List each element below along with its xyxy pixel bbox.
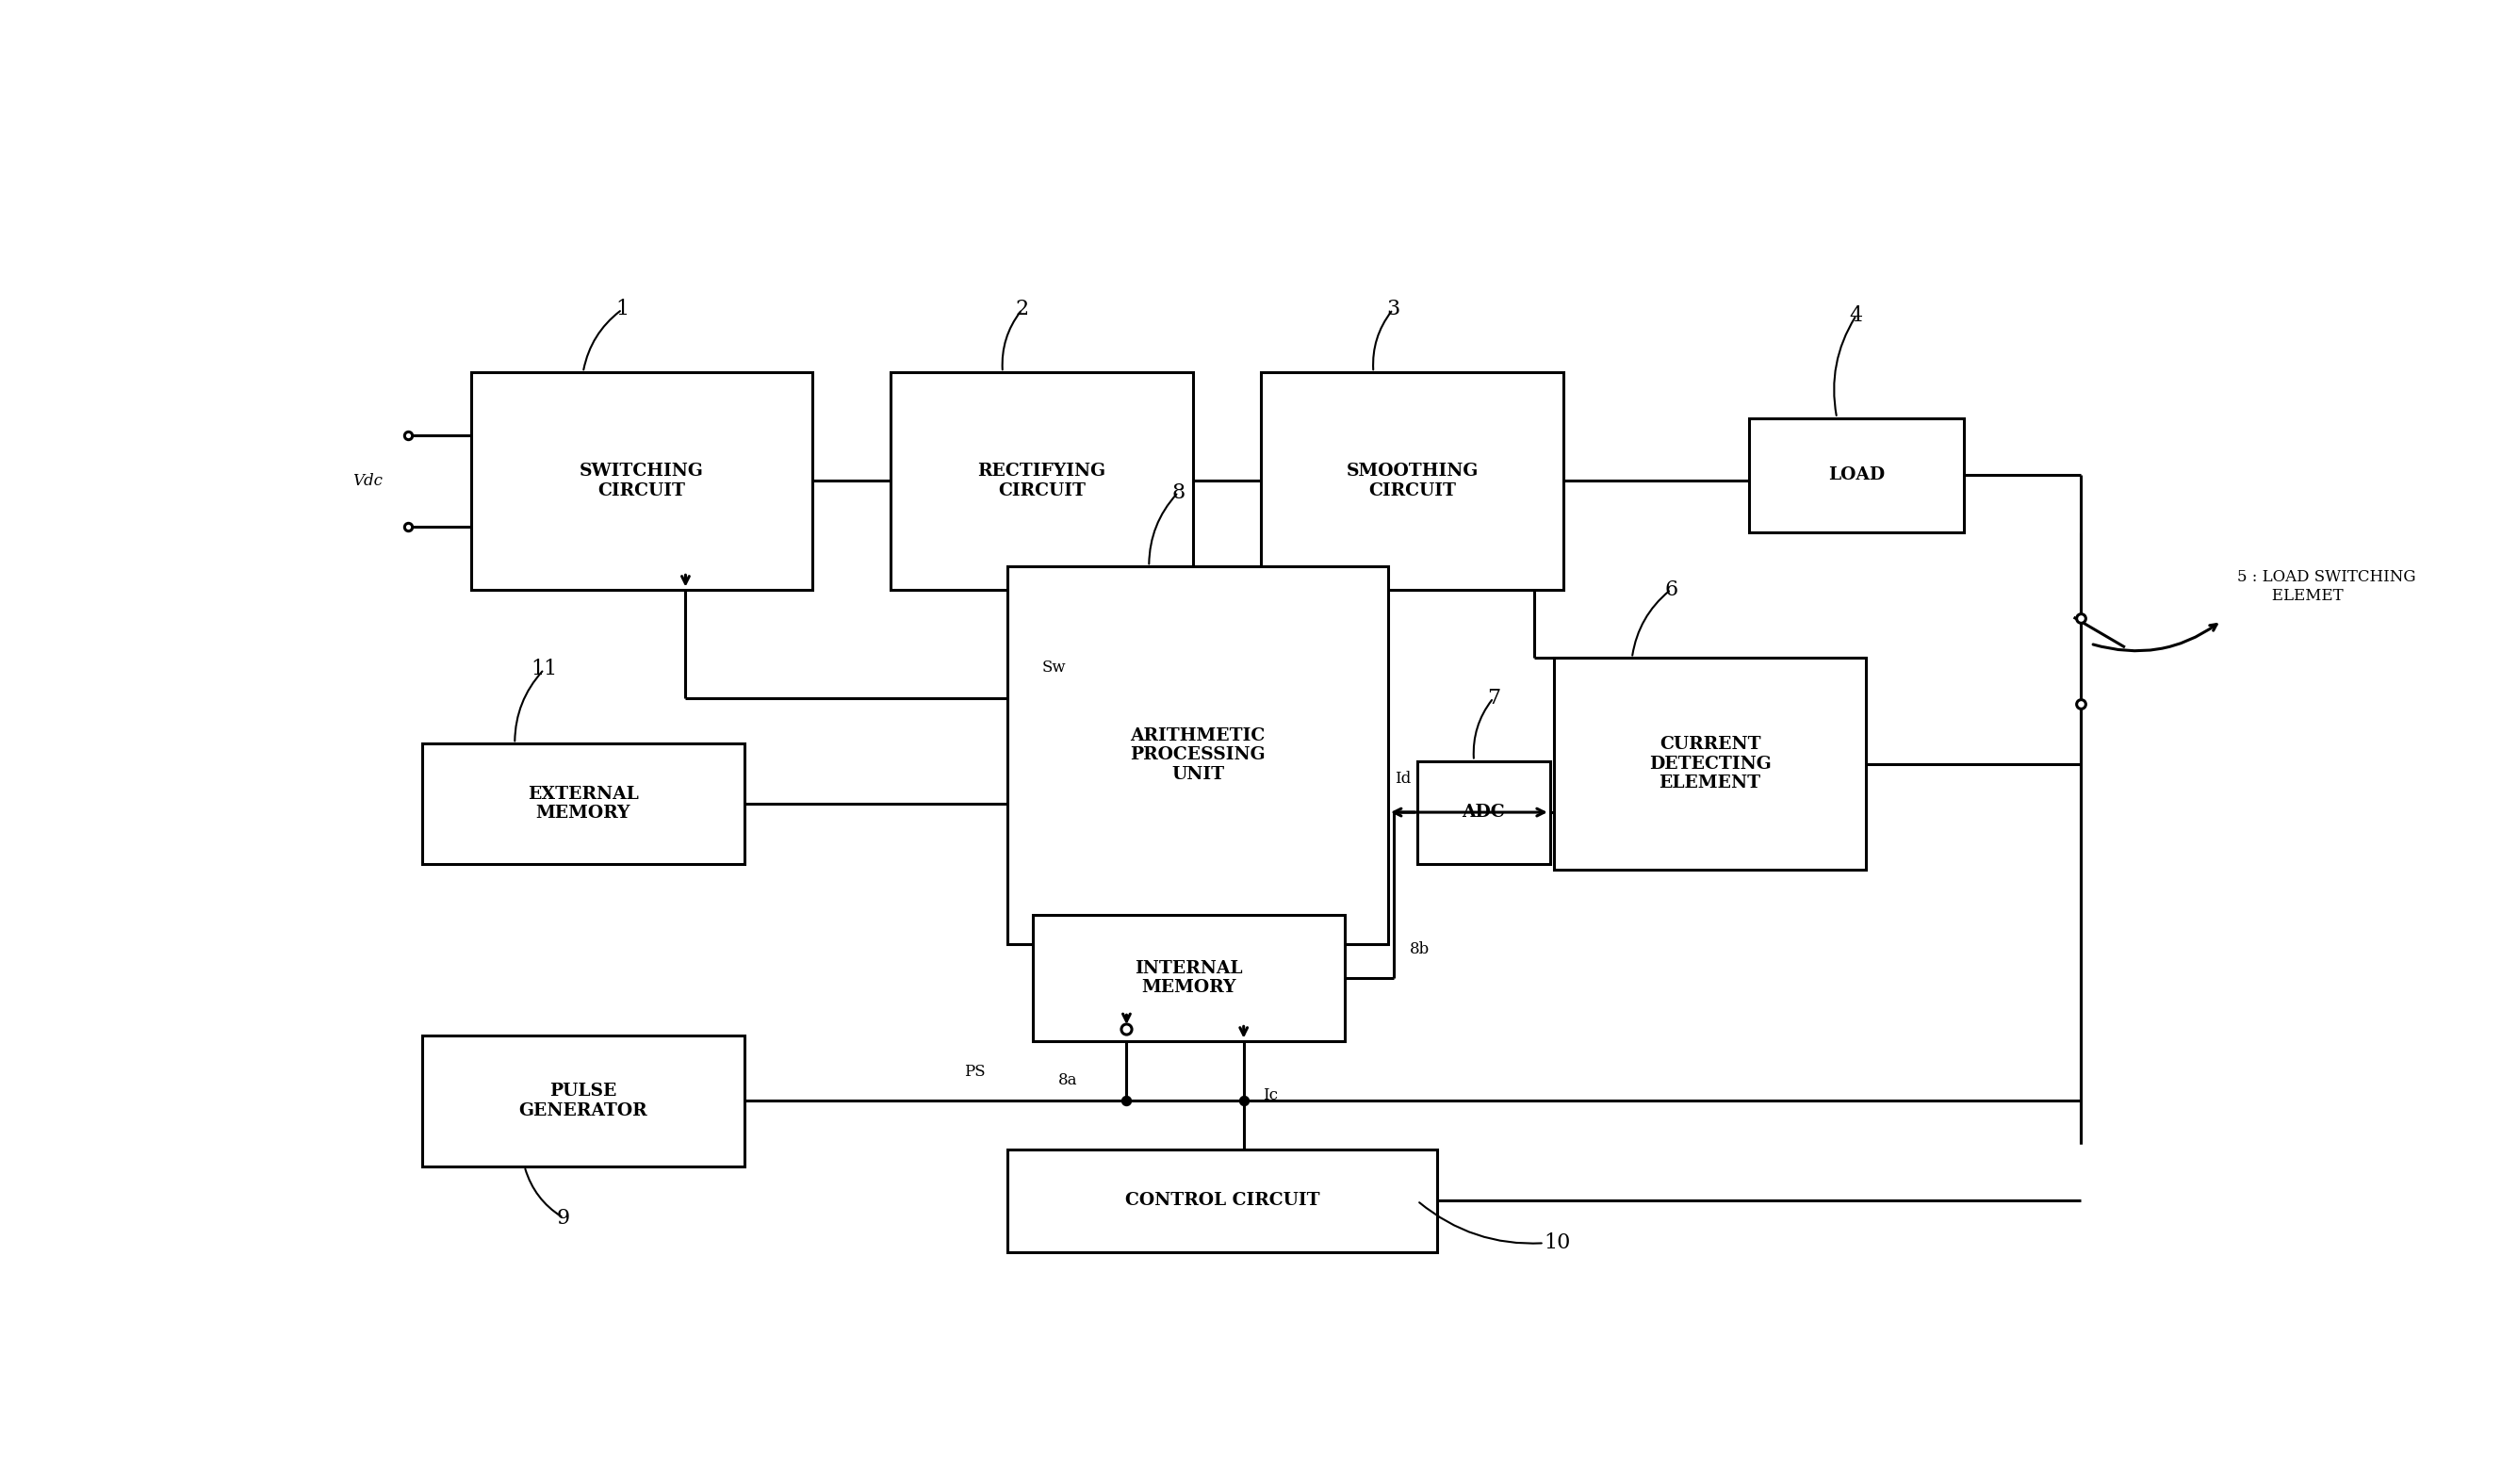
Text: 4: 4 — [1851, 304, 1863, 325]
Text: INTERNAL
MEMORY: INTERNAL MEMORY — [1136, 960, 1244, 996]
Text: 1: 1 — [614, 300, 630, 321]
Text: 5 : LOAD SWITCHING
       ELEMET: 5 : LOAD SWITCHING ELEMET — [2236, 570, 2415, 604]
FancyBboxPatch shape — [891, 372, 1194, 589]
FancyBboxPatch shape — [1750, 418, 1964, 533]
Text: SMOOTHING
CIRCUIT: SMOOTHING CIRCUIT — [1347, 463, 1478, 499]
Text: SWITCHING
CIRCUIT: SWITCHING CIRCUIT — [579, 463, 703, 499]
Text: Sw: Sw — [1042, 659, 1065, 675]
FancyBboxPatch shape — [1262, 372, 1564, 589]
Text: 8: 8 — [1171, 482, 1186, 503]
Text: 7: 7 — [1486, 687, 1501, 708]
Text: 8a: 8a — [1058, 1071, 1078, 1088]
Text: Vdc: Vdc — [353, 473, 383, 488]
FancyBboxPatch shape — [1007, 567, 1387, 944]
Text: LOAD: LOAD — [1828, 466, 1886, 484]
Text: 2: 2 — [1015, 300, 1030, 321]
Text: ARITHMETIC
PROCESSING
UNIT: ARITHMETIC PROCESSING UNIT — [1131, 727, 1267, 784]
Text: CURRENT
DETECTING
ELEMENT: CURRENT DETECTING ELEMENT — [1649, 736, 1770, 792]
Text: 9: 9 — [556, 1208, 569, 1229]
Text: ADC: ADC — [1463, 804, 1506, 821]
Text: 11: 11 — [531, 659, 556, 680]
Text: RECTIFYING
CIRCUIT: RECTIFYING CIRCUIT — [977, 463, 1105, 499]
FancyBboxPatch shape — [423, 1036, 745, 1166]
Text: Id: Id — [1395, 772, 1410, 787]
Text: 3: 3 — [1387, 300, 1400, 321]
Text: 8b: 8b — [1410, 941, 1430, 957]
Text: Ic: Ic — [1264, 1088, 1279, 1103]
FancyBboxPatch shape — [471, 372, 813, 589]
Text: 6: 6 — [1664, 579, 1677, 600]
Text: PS: PS — [964, 1064, 985, 1080]
Text: PULSE
GENERATOR: PULSE GENERATOR — [519, 1082, 647, 1119]
Text: 10: 10 — [1544, 1233, 1571, 1254]
Text: CONTROL CIRCUIT: CONTROL CIRCUIT — [1126, 1192, 1319, 1209]
FancyBboxPatch shape — [1032, 916, 1345, 1040]
FancyBboxPatch shape — [423, 743, 745, 864]
FancyBboxPatch shape — [1554, 657, 1866, 870]
FancyBboxPatch shape — [1007, 1149, 1438, 1252]
FancyBboxPatch shape — [1418, 761, 1551, 864]
Text: EXTERNAL
MEMORY: EXTERNAL MEMORY — [529, 785, 640, 822]
